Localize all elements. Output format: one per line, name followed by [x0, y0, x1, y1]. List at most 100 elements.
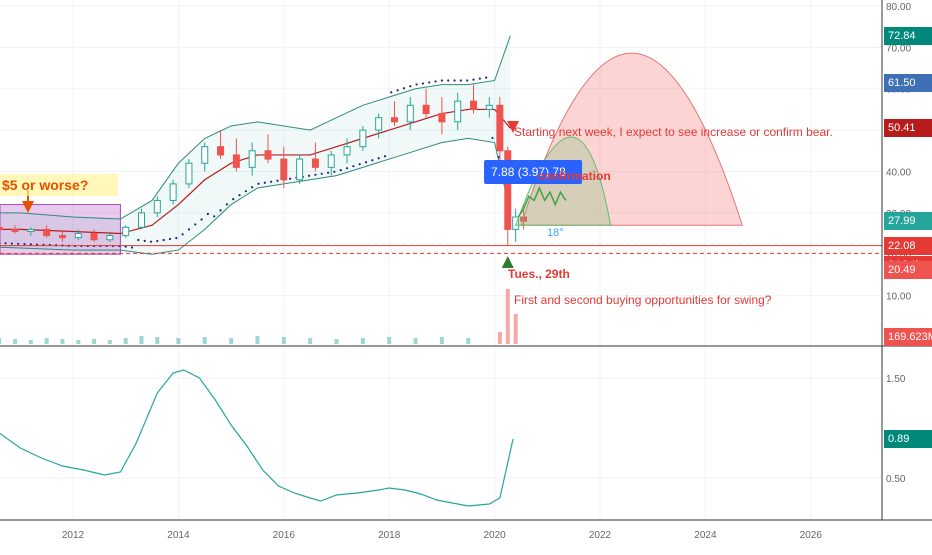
- sar-dot: [333, 171, 335, 173]
- sar-dot: [4, 242, 6, 244]
- volume-bar: [514, 314, 518, 344]
- volume-bar: [155, 337, 159, 344]
- x-tick-label: 2020: [483, 530, 506, 541]
- annotation-worse: $5 or worse?: [2, 177, 88, 193]
- indicator-pane[interactable]: [0, 370, 513, 506]
- candle-body: [497, 105, 503, 151]
- indicator-line: [0, 370, 513, 506]
- sar-dot: [188, 228, 190, 230]
- sar-dot: [441, 79, 443, 81]
- sar-dot: [200, 218, 202, 220]
- candle-body: [328, 155, 334, 167]
- y-tick-label: 70.00: [886, 43, 911, 54]
- candle-body: [281, 159, 287, 180]
- sar-dot: [403, 87, 405, 89]
- sar-dot: [321, 173, 323, 175]
- annotation-confirmation: confirmation: [538, 169, 611, 183]
- volume-bar: [414, 338, 418, 344]
- candle-body: [28, 229, 34, 231]
- sar-dot: [169, 238, 171, 240]
- volume-bar: [229, 338, 233, 344]
- sar-dot: [409, 85, 411, 87]
- candle-body: [233, 155, 239, 167]
- candle-body: [344, 147, 350, 155]
- sar-dot: [327, 172, 329, 174]
- volume-bar: [203, 337, 207, 344]
- main-pane[interactable]: $5 or worse? Starting next week, I expect…: [0, 36, 882, 344]
- candle-body: [154, 200, 160, 212]
- sar-dot: [30, 243, 32, 245]
- sar-dot: [447, 79, 449, 81]
- candle-body: [455, 101, 461, 122]
- sar-dot: [472, 79, 474, 81]
- x-tick-label: 2014: [167, 530, 190, 541]
- sar-dot: [479, 78, 481, 80]
- sar-dot: [245, 190, 247, 192]
- sar-dot: [131, 246, 133, 248]
- candle-body: [423, 105, 429, 113]
- candle-body: [297, 159, 303, 180]
- sar-dot: [11, 242, 13, 244]
- price-label-line-22: 22.08: [884, 237, 932, 255]
- candle-body: [249, 151, 255, 168]
- candle-body: [407, 105, 413, 122]
- sar-dot: [359, 163, 361, 165]
- sar-dot: [371, 159, 373, 161]
- volume-bar: [76, 340, 80, 344]
- annotation-starting: Starting next week, I expect to see incr…: [514, 125, 833, 139]
- sar-dot: [397, 89, 399, 91]
- candle-body: [107, 236, 113, 240]
- volume-bar: [108, 340, 112, 344]
- candle-body: [139, 213, 145, 227]
- candle-body: [360, 130, 366, 147]
- sar-dot: [144, 240, 146, 242]
- sar-dot: [466, 79, 468, 81]
- sar-dot: [453, 79, 455, 81]
- axes: 80.0070.0060.0050.0040.0030.0020.0010.00…: [0, 0, 932, 541]
- indicator-value-label: 0.89: [884, 430, 932, 448]
- volume-bar: [176, 338, 180, 344]
- grid: [0, 0, 882, 520]
- sar-dot: [346, 167, 348, 169]
- candle-body: [439, 114, 445, 122]
- candle-body: [186, 163, 192, 184]
- price-label-low: 20.49: [884, 261, 932, 279]
- sar-dot: [163, 239, 165, 241]
- volume-bar: [308, 338, 312, 344]
- sar-dot: [352, 165, 354, 167]
- sar-dot: [226, 203, 228, 205]
- candle-body: [75, 234, 81, 238]
- sar-dot: [428, 81, 430, 83]
- volume-bar: [29, 340, 33, 344]
- volume-bar: [335, 339, 339, 344]
- sar-dot: [491, 137, 493, 139]
- candle-body: [44, 229, 50, 235]
- x-tick-label: 2026: [800, 530, 823, 541]
- sar-dot: [390, 91, 392, 93]
- volume-bar: [506, 289, 510, 344]
- sar-dot: [182, 233, 184, 235]
- sar-dot: [485, 77, 487, 79]
- sar-dot: [378, 157, 380, 159]
- volume-bar: [13, 339, 17, 344]
- price-label-mid-band: 50.41: [884, 119, 932, 137]
- candle-body: [123, 227, 129, 235]
- sar-dot: [232, 198, 234, 200]
- volume-label: 169.623M: [884, 328, 932, 346]
- y-tick-label: 10.00: [886, 292, 911, 303]
- volume-bar: [60, 339, 64, 344]
- sar-dot: [251, 186, 253, 188]
- candle-body: [471, 101, 477, 109]
- y-tick-label: 80.00: [886, 2, 911, 13]
- candle-body: [91, 234, 97, 240]
- sar-dot: [150, 241, 152, 243]
- sar-dot: [460, 79, 462, 81]
- candle-body: [12, 229, 18, 231]
- sar-dot: [416, 83, 418, 85]
- volume-bar: [466, 338, 470, 344]
- x-tick-label: 2024: [694, 530, 717, 541]
- sar-dot: [434, 80, 436, 82]
- sar-dot: [219, 209, 221, 211]
